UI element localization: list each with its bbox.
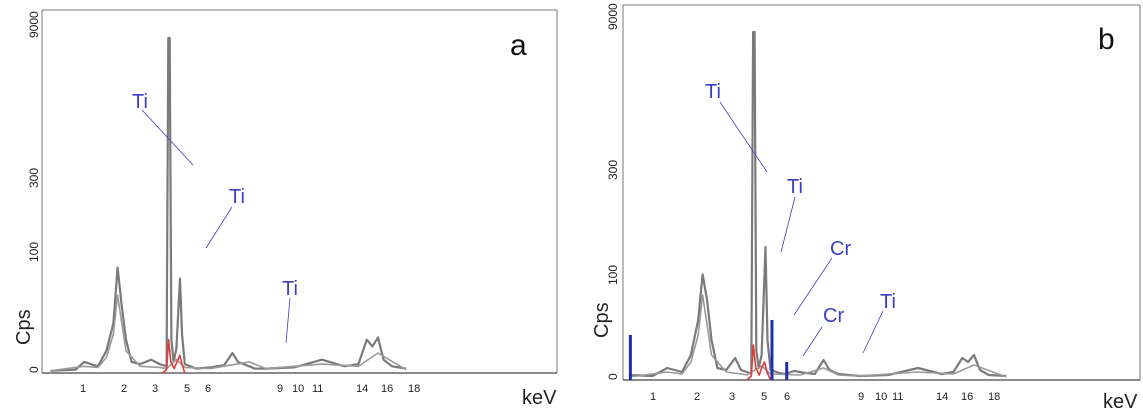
panel-b-series-group: [628, 30, 1007, 381]
panel-a-ti-leader-2: [205, 206, 233, 249]
panel-b-ytick-0: 0: [606, 373, 620, 380]
panel-b-x-axis-label: keV: [1103, 391, 1138, 409]
panel-a-xtick-14: 14: [356, 383, 368, 395]
panel-b: b 9000 300 100 0 Cps 1 2 3 5 6 9 10 11 1…: [591, 3, 1141, 409]
panel-b-xtick-6: 6: [784, 391, 790, 403]
panel-a-ti-leader-3: [285, 297, 291, 344]
panel-b-ti-leader-1: [719, 101, 768, 173]
panel-b-ti-label-2: Ti: [787, 176, 803, 198]
panel-b-ti-label-1: Ti: [705, 81, 721, 103]
panel-b-ti-label-3: Ti: [880, 291, 896, 313]
panel-a-xtick-10: 10: [292, 383, 304, 395]
panel-a-xtick-16: 16: [381, 383, 393, 395]
panel-b-cr-leader-1: [793, 257, 833, 316]
panel-b-cr-label-2: Cr: [823, 305, 844, 327]
panel-b-xtick-2: 2: [694, 391, 700, 403]
panel-a-ti-label-3: Ti: [282, 278, 298, 300]
panel-b-xtick-16: 16: [961, 391, 973, 403]
panel-a-series-2-line: [161, 338, 186, 374]
panel-a-ytick-9000: 9000: [27, 11, 41, 38]
panel-b-xtick-11: 11: [892, 391, 903, 403]
panel-b-cr-label-1: Cr: [830, 238, 851, 260]
panel-a-ytick-300: 300: [27, 168, 41, 188]
panel-b-xtick-3: 3: [729, 391, 735, 403]
panel-b-xtick-10: 10: [875, 391, 887, 403]
panel-b-ytick-300: 300: [606, 160, 620, 180]
panel-a: a 9000 300 100 0 Cps 1 2 3 5 6 9 10 11 1…: [13, 9, 558, 409]
panel-a-xtick-9: 9: [277, 383, 283, 395]
panel-b-y-axis-label: Cps: [591, 302, 613, 338]
panel-a-series-1-line: [50, 294, 407, 372]
panel-b-xtick-5: 5: [761, 391, 767, 403]
panel-b-cr-leader-2: [802, 326, 823, 357]
panel-b-xtick-1: 1: [650, 391, 656, 403]
panel-a-xtick-1: 1: [80, 383, 86, 395]
panel-b-xtick-18: 18: [988, 391, 1000, 403]
panel-a-series-group: [50, 36, 407, 374]
panel-b-xtick-9: 9: [858, 391, 864, 403]
panel-b-ti-leader-2: [780, 196, 796, 253]
panel-a-ti-leader-1: [141, 109, 194, 166]
panel-b-xtick-14: 14: [936, 391, 948, 403]
panel-a-xtick-18: 18: [408, 383, 420, 395]
panel-b-series-0-line: [628, 30, 1007, 378]
panel-b-label: b: [1098, 23, 1115, 56]
panel-a-xtick-3: 3: [152, 383, 158, 395]
panel-a-ti-label-1: Ti: [132, 91, 148, 113]
panel-b-annotations: Ti Ti Cr Cr Ti: [705, 81, 896, 357]
panel-b-ti-leader-3: [862, 310, 884, 354]
panel-a-ytick-100: 100: [27, 242, 41, 262]
panel-a-xtick-6: 6: [205, 383, 211, 395]
panel-b-ytick-100: 100: [606, 265, 620, 285]
panel-a-xtick-5: 5: [184, 383, 190, 395]
panel-a-ytick-0: 0: [27, 366, 41, 373]
panel-a-annotations: Ti Ti Ti: [132, 91, 298, 344]
panel-a-y-axis-label: Cps: [13, 309, 35, 345]
panel-a-label: a: [510, 29, 527, 62]
panel-a-xtick-11: 11: [312, 383, 323, 395]
panel-a-xtick-2: 2: [121, 383, 127, 395]
panel-a-x-axis-label: keV: [522, 387, 557, 409]
panel-b-ytick-9000: 9000: [606, 3, 620, 30]
panel-a-ti-label-2: Ti: [229, 186, 245, 208]
panel-b-series-2-line: [746, 344, 772, 381]
panel-b-series-1-line: [628, 294, 1007, 378]
